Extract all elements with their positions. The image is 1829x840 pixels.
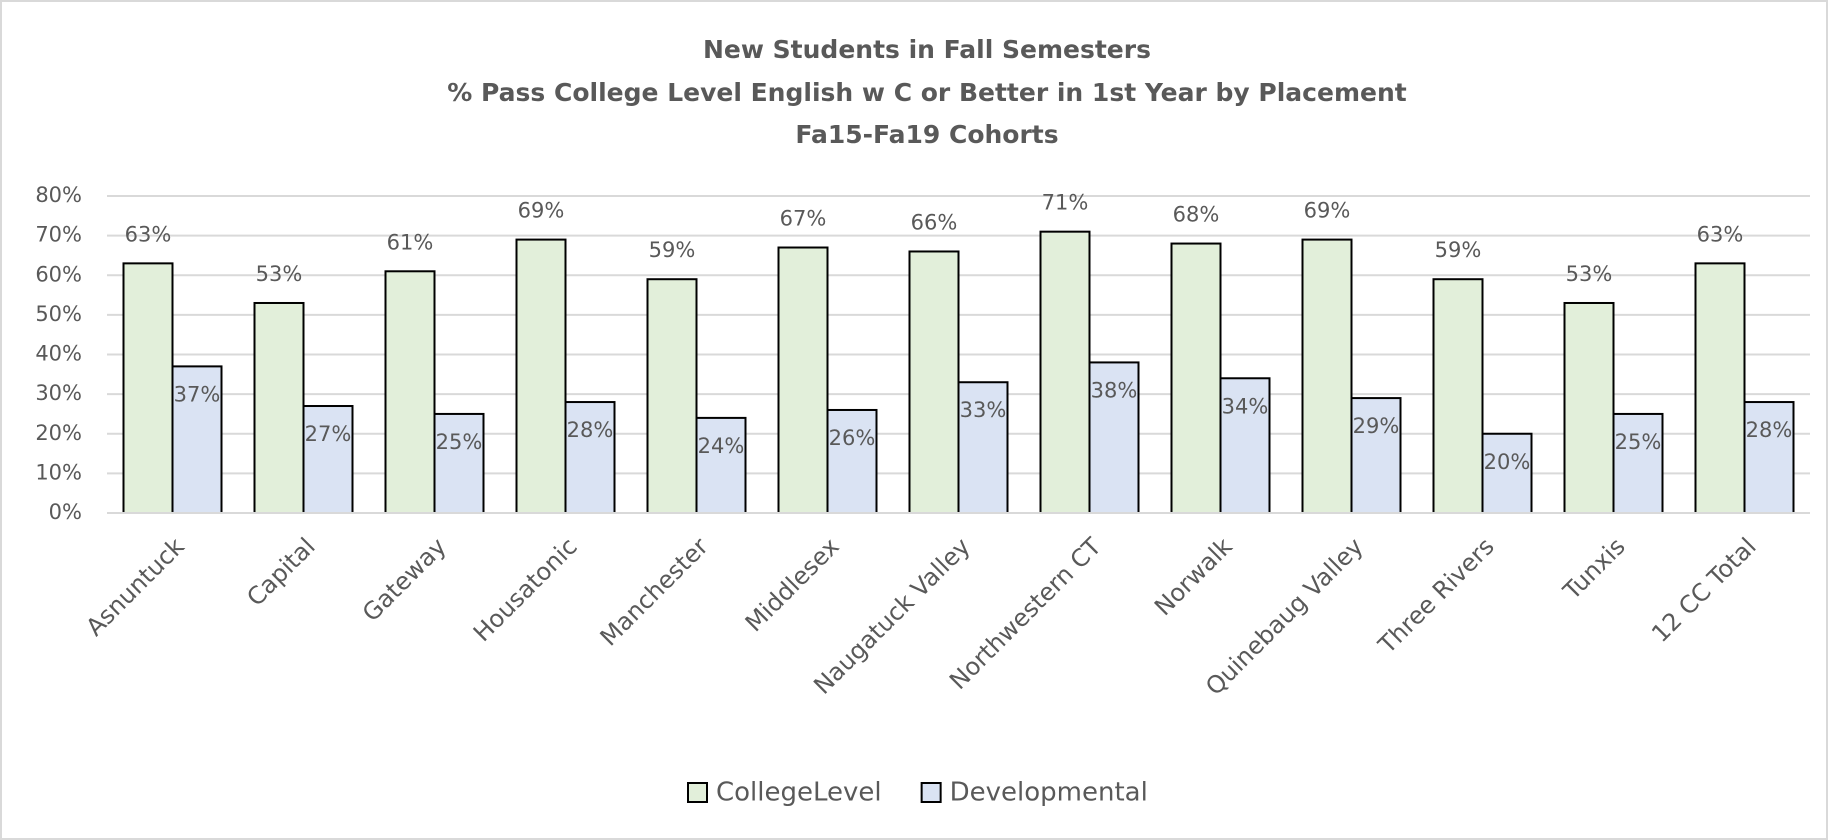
y-tick-label: 40% bbox=[35, 342, 82, 366]
data-label: 24% bbox=[698, 434, 745, 458]
chart-subtitle: Fa15-Fa19 Cohorts bbox=[795, 120, 1058, 149]
data-label: 59% bbox=[1435, 238, 1482, 262]
bar bbox=[384, 270, 436, 514]
y-tick-label: 30% bbox=[35, 381, 82, 405]
bar bbox=[908, 250, 960, 514]
bar bbox=[515, 238, 567, 514]
y-tick-label: 0% bbox=[49, 500, 82, 524]
data-label: 29% bbox=[1353, 414, 1400, 438]
data-label: 61% bbox=[387, 230, 434, 254]
data-label: 59% bbox=[649, 238, 696, 262]
data-label: 68% bbox=[1173, 203, 1220, 227]
bar bbox=[1694, 262, 1746, 514]
legend-label: Developmental bbox=[950, 778, 1148, 808]
bar bbox=[1563, 301, 1615, 514]
bar bbox=[1039, 230, 1091, 514]
data-label: 25% bbox=[436, 430, 483, 454]
bar bbox=[1088, 361, 1140, 514]
data-label: 69% bbox=[518, 199, 565, 223]
y-tick-label: 60% bbox=[35, 262, 82, 286]
y-tick-label: 50% bbox=[35, 302, 82, 326]
data-label: 38% bbox=[1091, 378, 1138, 402]
bar bbox=[1612, 412, 1664, 514]
bar bbox=[1219, 377, 1271, 514]
data-label: 28% bbox=[567, 418, 614, 442]
chart-title: New Students in Fall Semesters bbox=[703, 35, 1151, 64]
data-label: 63% bbox=[1697, 222, 1744, 246]
data-label: 71% bbox=[1042, 191, 1089, 215]
y-tick-label: 80% bbox=[35, 183, 82, 207]
data-label: 27% bbox=[305, 422, 352, 446]
data-label: 63% bbox=[125, 222, 172, 246]
bar bbox=[1743, 401, 1795, 514]
bar bbox=[1301, 238, 1353, 514]
bar bbox=[253, 301, 305, 514]
data-label: 37% bbox=[174, 382, 221, 406]
bar bbox=[777, 246, 829, 514]
bar bbox=[646, 278, 698, 514]
bar bbox=[695, 416, 747, 514]
data-label: 28% bbox=[1746, 418, 1793, 442]
data-label: 20% bbox=[1484, 450, 1531, 474]
data-label: 67% bbox=[780, 207, 827, 231]
bar bbox=[1350, 397, 1402, 514]
data-label: 26% bbox=[829, 426, 876, 450]
data-label: 69% bbox=[1304, 199, 1351, 223]
legend-swatch bbox=[920, 782, 942, 803]
legend-swatch bbox=[687, 782, 708, 803]
bar bbox=[122, 262, 174, 514]
data-label: 53% bbox=[1566, 262, 1613, 286]
y-tick-label: 10% bbox=[35, 460, 82, 484]
data-label: 33% bbox=[960, 398, 1007, 422]
y-tick-label: 70% bbox=[35, 223, 82, 247]
bar bbox=[433, 412, 485, 514]
data-label: 25% bbox=[1615, 430, 1662, 454]
bar bbox=[1170, 242, 1222, 515]
bar bbox=[1432, 278, 1484, 514]
data-label: 66% bbox=[911, 210, 958, 234]
data-label: 34% bbox=[1222, 394, 1269, 418]
legend-label: CollegeLevel bbox=[716, 778, 882, 808]
chart-subtitle: % Pass College Level English w C or Bett… bbox=[447, 78, 1406, 107]
data-label: 53% bbox=[256, 262, 303, 286]
y-tick-label: 20% bbox=[35, 421, 82, 445]
